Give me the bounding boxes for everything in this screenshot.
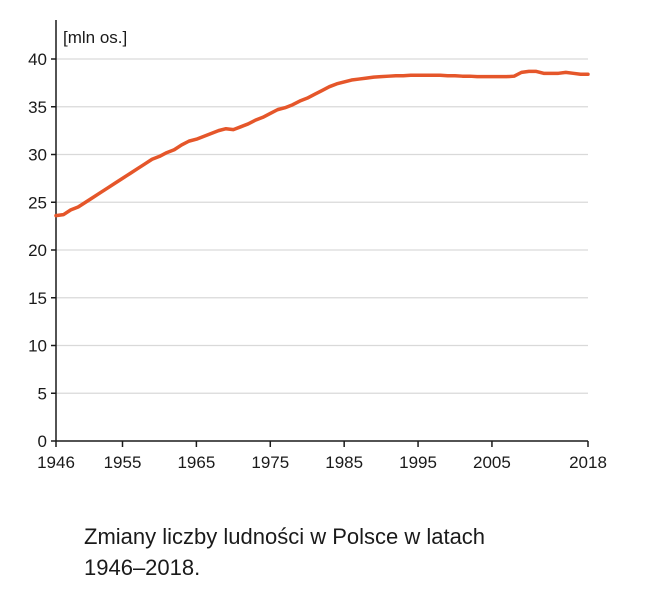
y-tick-label: 40 [28, 50, 47, 69]
y-tick-label: 10 [28, 337, 47, 356]
chart-caption: Zmiany liczby ludności w Polsce w latach… [84, 521, 604, 583]
x-tick-label: 1975 [251, 453, 289, 472]
x-tick-label: 1985 [325, 453, 363, 472]
y-tick-label: 15 [28, 289, 47, 308]
grid-lines [56, 58, 588, 394]
x-tick-label: 2018 [569, 453, 607, 472]
caption-line-2: 1946–2018. [84, 555, 201, 580]
y-tick-labels: 0 5 10 15 20 25 30 35 40 [28, 50, 56, 451]
y-tick-label: 30 [28, 146, 47, 165]
x-tick-label: 1965 [177, 453, 215, 472]
population-line-chart: 0 5 10 15 20 25 30 35 40 1946 1955 1965 1975 1985 199… [28, 20, 607, 472]
y-tick-label: 25 [28, 193, 47, 212]
y-tick-label: 0 [38, 432, 47, 451]
x-tick-label: 1955 [104, 453, 142, 472]
y-tick-label: 35 [28, 98, 47, 117]
x-tick-labels: 1946 1955 1965 1975 1985 1995 2005 2018 [37, 441, 607, 472]
chart-axes [55, 20, 588, 442]
y-tick-label: 5 [38, 384, 47, 403]
y-tick-label: 20 [28, 241, 47, 260]
population-series-line [54, 69, 590, 218]
x-tick-label: 2005 [473, 453, 511, 472]
x-tick-label: 1946 [37, 453, 75, 472]
y-axis-unit-label: [mln os.] [63, 28, 127, 47]
x-tick-label: 1995 [399, 453, 437, 472]
caption-line-1: Zmiany liczby ludności w Polsce w latach [84, 524, 486, 549]
